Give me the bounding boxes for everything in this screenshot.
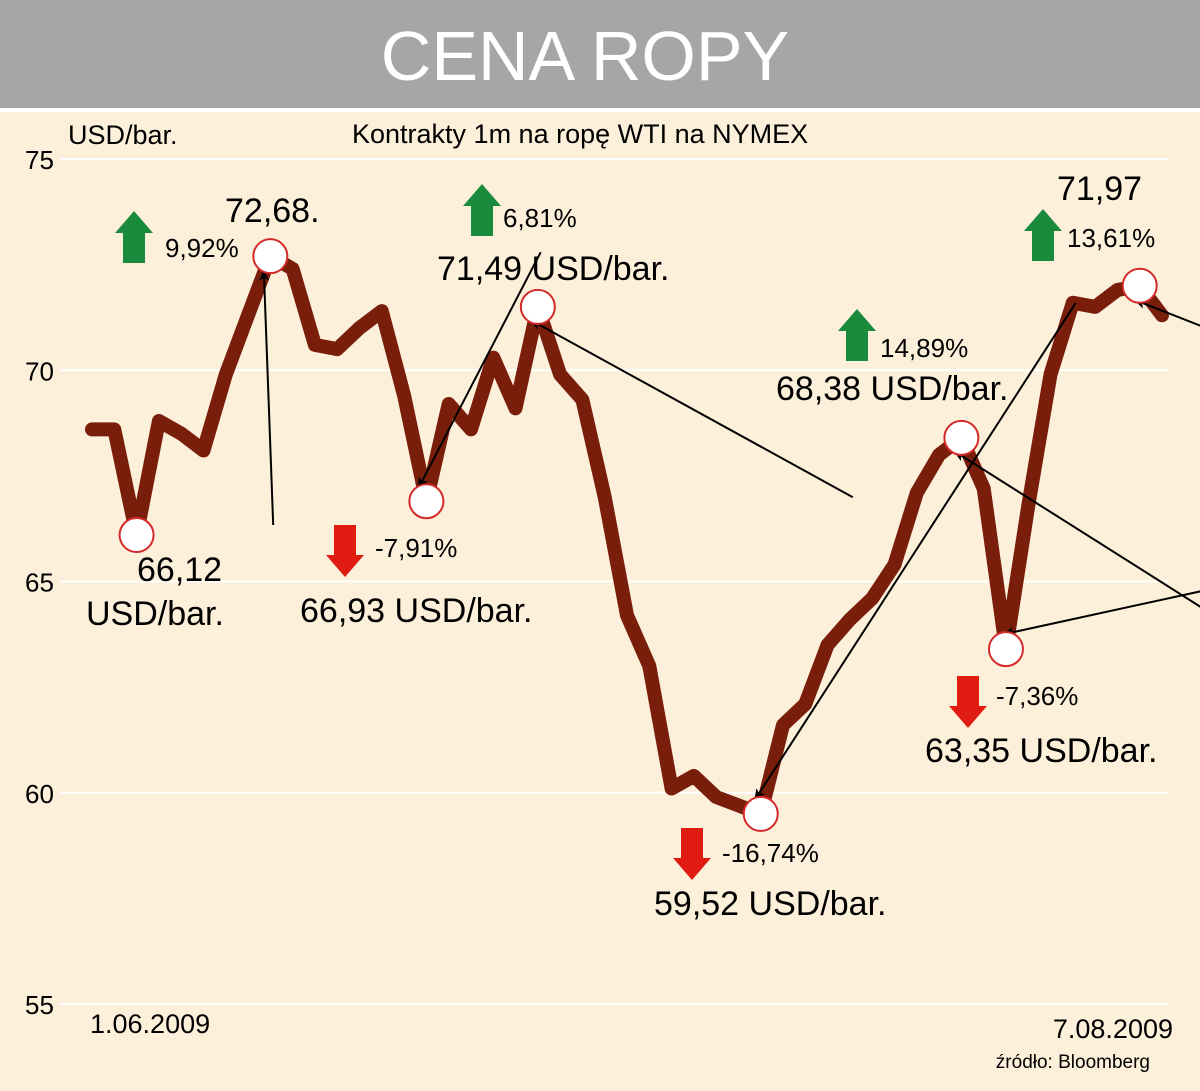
annotation-change-label: -7,36%: [996, 681, 1078, 711]
annotation-value-label: 71,97: [1057, 170, 1142, 208]
annotation-value-label: 59,52 USD/bar.: [654, 885, 886, 923]
trend-arrow: [529, 319, 854, 499]
trend-arrow: [953, 450, 1200, 608]
up-arrow-icon: [463, 184, 501, 236]
annotation-marker: [118, 517, 155, 554]
annotation-change-label: -7,91%: [375, 533, 457, 563]
y-tick-labels: 55 60 65 70 75: [25, 145, 54, 1020]
header-bar: [0, 0, 1200, 110]
trend-arrow: [753, 302, 1077, 801]
annotation-value-label: 71,49 USD/bar.: [437, 250, 669, 288]
annotation-change-label: 9,92%: [165, 233, 239, 263]
page-title: CENA ROPY: [381, 17, 789, 95]
annotation-marker: [252, 238, 289, 275]
annotation-value-label: 68,38 USD/bar.: [776, 370, 1008, 408]
down-arrow-icon: [673, 828, 711, 880]
y-tick-label: 70: [25, 356, 54, 386]
annotation-change-label: 14,89%: [880, 333, 968, 363]
trend-arrow: [417, 251, 542, 490]
trend-arrows: [259, 251, 1200, 801]
annotation-value-label: 66,93 USD/bar.: [300, 592, 532, 630]
up-arrow-icon: [115, 211, 153, 263]
up-arrow-icon: [1024, 209, 1062, 261]
trend-arrow: [1001, 590, 1200, 637]
y-tick-label: 75: [25, 145, 54, 175]
trend-arrow: [259, 268, 275, 526]
annotation-labels: 66,12 USD/bar. 72,68.9,92% 66,93 USD/bar. -7…: [86, 170, 1157, 923]
y-tick-label: 55: [25, 990, 54, 1020]
annotation-marker: [519, 288, 556, 325]
down-arrow-icon: [326, 525, 364, 577]
annotation-unit-label: USD/bar.: [86, 595, 224, 633]
y-axis-unit-label: USD/bar.: [68, 120, 178, 150]
annotation-value-label: 72,68.: [225, 192, 320, 230]
annotation-markers: [118, 238, 1158, 832]
x-start-label: 1.06.2009: [90, 1009, 210, 1039]
annotation-change-label: 13,61%: [1067, 223, 1155, 253]
annotation-change-label: 6,81%: [503, 203, 577, 233]
chart-subtitle: Kontrakty 1m na ropę WTI na NYMEX: [352, 119, 808, 149]
annotation-marker: [408, 483, 445, 520]
header-bottom-border: [0, 108, 1200, 112]
y-tick-label: 65: [25, 568, 54, 598]
y-tick-label: 60: [25, 779, 54, 809]
annotation-marker: [1121, 267, 1158, 304]
source-label: źródło: Bloomberg: [996, 1052, 1150, 1073]
annotation-marker: [987, 631, 1024, 668]
annotation-value-label: 66,12: [137, 551, 222, 589]
annotation-change-label: -16,74%: [722, 838, 819, 868]
annotation-marker: [943, 419, 980, 456]
up-arrow-icon: [838, 309, 876, 361]
annotation-marker: [742, 795, 779, 832]
annotation-value-label: 63,35 USD/bar.: [925, 732, 1157, 770]
x-end-label: 7.08.2009: [1053, 1014, 1173, 1044]
down-arrow-icon: [949, 676, 987, 728]
